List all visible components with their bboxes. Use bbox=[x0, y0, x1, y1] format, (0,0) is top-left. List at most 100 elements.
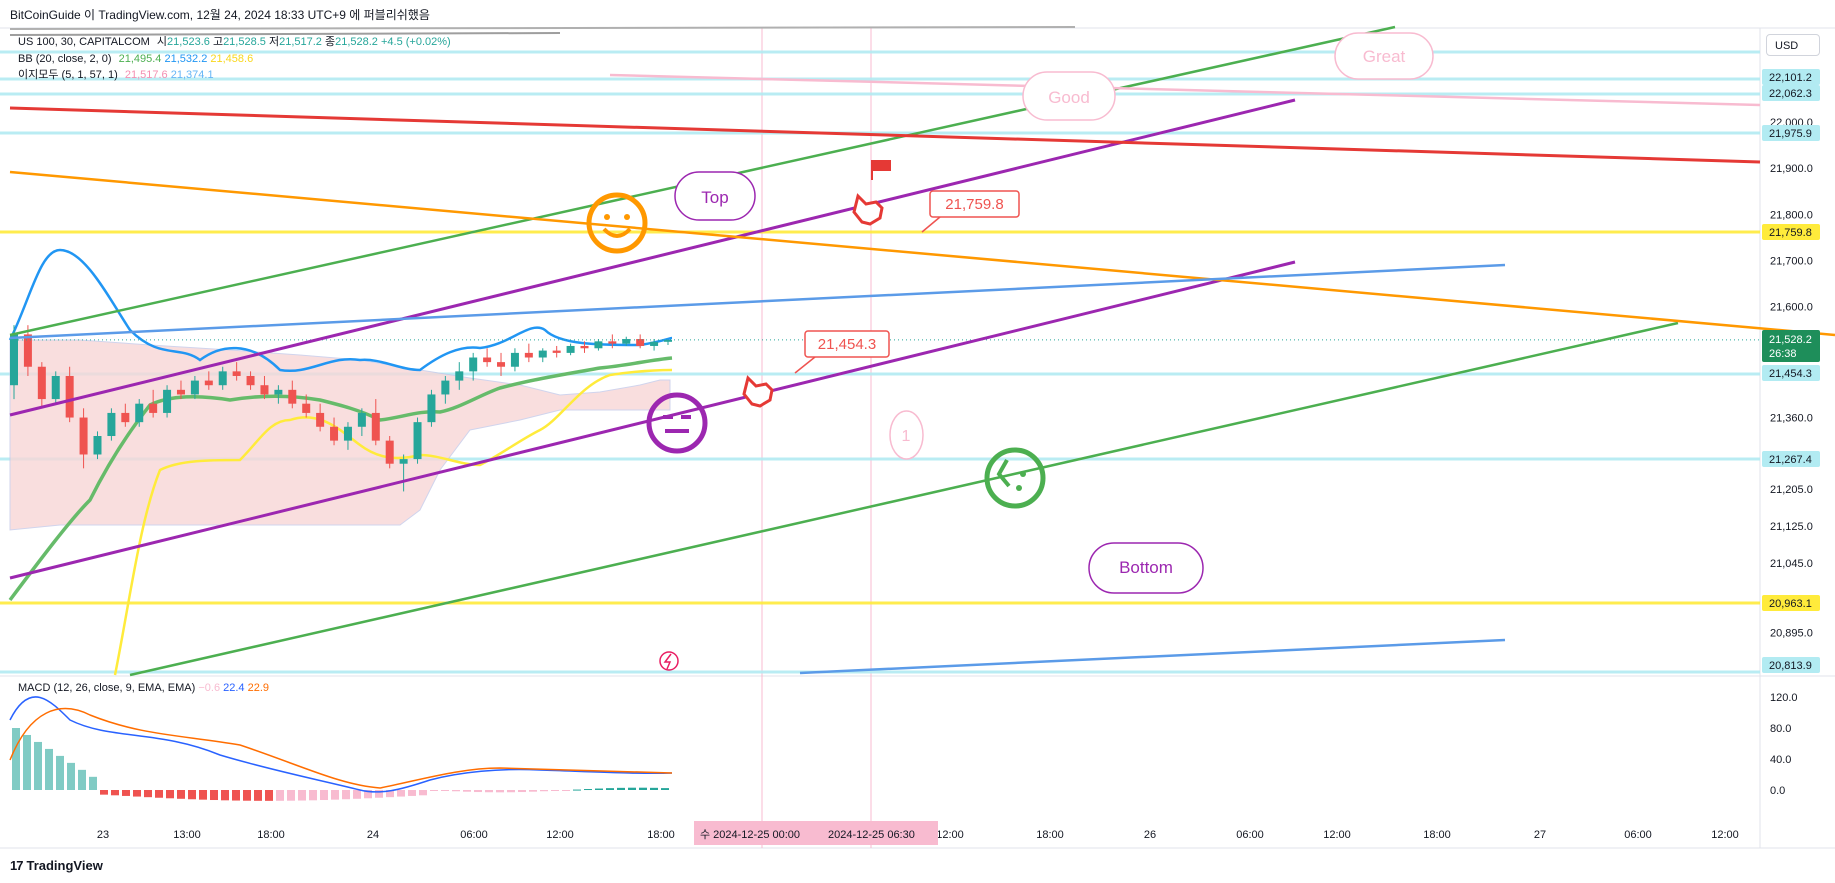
candle bbox=[510, 348, 519, 372]
candle bbox=[469, 352, 478, 381]
candle bbox=[413, 417, 422, 464]
neutral-face-icon bbox=[646, 392, 708, 454]
bb-lower-value: 21,458.6 bbox=[210, 52, 254, 65]
macd-hist-bar bbox=[155, 790, 163, 798]
price-callout-mid-box bbox=[804, 330, 890, 358]
candle-body bbox=[204, 380, 213, 386]
macd-hist-bar bbox=[177, 790, 185, 799]
lightning-circle bbox=[659, 651, 679, 671]
macd-hist-bar bbox=[34, 741, 42, 790]
price-tick-label: 21,045.0 bbox=[1770, 558, 1813, 570]
macd-hist-bar bbox=[386, 790, 394, 798]
chart-legend: US 100, 30, CAPITALCOM 시21,523.6 고21,528… bbox=[18, 34, 451, 84]
trend-line bbox=[9, 170, 1835, 337]
candle bbox=[121, 403, 130, 427]
candle-body bbox=[497, 362, 506, 367]
time-tick-label: 06:00 bbox=[460, 829, 488, 841]
macd-hist-bar bbox=[133, 790, 141, 797]
time-tick-label: 13:00 bbox=[173, 829, 201, 841]
time-tick-label: 18:00 bbox=[257, 829, 285, 841]
price-badge: 21,267.4 bbox=[1762, 451, 1820, 467]
time-tick-label: 12:00 bbox=[546, 829, 574, 841]
candle-body bbox=[274, 389, 283, 395]
tradingview-logo: 17 bbox=[10, 858, 24, 873]
candle bbox=[636, 334, 645, 349]
price-badge: 22,062.3 bbox=[1762, 85, 1820, 101]
macd-hist-bar bbox=[232, 790, 240, 801]
time-tick-label: 24 bbox=[367, 829, 379, 841]
bottom-bubble-text: Bottom bbox=[1119, 558, 1173, 577]
candle-body bbox=[10, 334, 18, 386]
candle bbox=[149, 389, 158, 418]
price-tick-label: 21,360.0 bbox=[1770, 413, 1813, 425]
price-callout-top-box bbox=[929, 190, 1020, 218]
candle-body bbox=[580, 345, 589, 349]
candle-body bbox=[427, 394, 436, 423]
macd-hist-bar bbox=[199, 790, 207, 800]
candle bbox=[552, 345, 561, 358]
macd-hist-bar bbox=[573, 789, 581, 791]
candle-body bbox=[302, 403, 311, 413]
candle bbox=[204, 371, 213, 390]
crosshair-date-2: 2024-12-25 06:30 bbox=[828, 829, 915, 841]
envelope-name: 이지모두 (5, 1, 57, 1) bbox=[18, 69, 118, 81]
candle-body bbox=[664, 339, 672, 342]
bottom-bubble: Bottom bbox=[1088, 542, 1204, 594]
price-badge-bg bbox=[1762, 85, 1820, 101]
macd-hist-bar bbox=[540, 790, 548, 792]
candle bbox=[190, 375, 199, 400]
high-value: 21,528.5 bbox=[223, 36, 266, 48]
tradingview-brand: TradingView bbox=[26, 858, 103, 873]
candle bbox=[246, 371, 255, 390]
candle bbox=[650, 339, 659, 351]
price-badge-text: 22,062.3 bbox=[1769, 88, 1812, 100]
candle bbox=[260, 375, 269, 400]
sad-face-icon bbox=[984, 447, 1046, 509]
price-tick-label: 20,895.0 bbox=[1770, 627, 1813, 639]
bb-name: BB (20, close, 2, 0) bbox=[18, 52, 112, 65]
time-tick-label: 26 bbox=[1144, 829, 1156, 841]
candle bbox=[107, 408, 116, 441]
price-badge: 21,975.9 bbox=[1762, 125, 1820, 141]
currency-selector[interactable]: USD bbox=[1766, 34, 1820, 56]
candle-body bbox=[608, 341, 617, 344]
high-label: 고 bbox=[212, 36, 224, 48]
price-tick-label: 21,600.0 bbox=[1770, 302, 1813, 314]
candle-body bbox=[636, 339, 645, 346]
time-tick-label: 18:00 bbox=[1036, 829, 1064, 841]
time-tick-label: 06:00 bbox=[1236, 829, 1264, 841]
time-tick-label: 06:00 bbox=[1624, 829, 1652, 841]
macd-hist-bar bbox=[221, 790, 229, 801]
envelope-value-2: 21,374.1 bbox=[170, 69, 214, 81]
envelope-legend-row: 이지모두 (5, 1, 57, 1) 21,517.6 21,374.1 bbox=[18, 67, 451, 84]
macd-hist-bar bbox=[144, 790, 152, 798]
candle bbox=[218, 366, 227, 390]
macd-tick-label: 120.0 bbox=[1770, 692, 1798, 704]
macd-hist-bar bbox=[628, 787, 636, 790]
candle bbox=[580, 341, 589, 353]
macd-hist-bar bbox=[496, 790, 504, 793]
candle-body bbox=[288, 389, 297, 404]
candle-body bbox=[469, 357, 478, 372]
gray-trend-line bbox=[9, 32, 561, 36]
open-value: 21,523.6 bbox=[167, 36, 210, 48]
trend-line bbox=[9, 260, 1296, 580]
candle bbox=[524, 343, 533, 363]
price-callout-top: 21,759.8 bbox=[921, 190, 1020, 233]
price-badge: 21,454.3 bbox=[1762, 365, 1820, 381]
macd-hist-bar bbox=[474, 790, 482, 793]
candle-body bbox=[371, 412, 380, 441]
price-tick-label: 21,700.0 bbox=[1770, 256, 1813, 268]
price-badge-text: 21,759.8 bbox=[1769, 227, 1812, 239]
macd-signal-line bbox=[9, 707, 673, 789]
pointing-hand-icon bbox=[742, 375, 774, 408]
macd-hist-bar bbox=[254, 790, 262, 801]
candle-body bbox=[218, 371, 227, 386]
macd-legend: MACD (12, 26, close, 9, EMA, EMA) −0.6 2… bbox=[18, 682, 269, 694]
macd-hist-bar bbox=[122, 790, 130, 796]
top-bubble-shape bbox=[674, 171, 756, 221]
macd-hist-bar bbox=[606, 788, 614, 790]
macd-hist-bar bbox=[353, 790, 361, 799]
publish-caption: BitCoinGuide 이 TradingView.com, 12월 24, … bbox=[10, 8, 430, 22]
